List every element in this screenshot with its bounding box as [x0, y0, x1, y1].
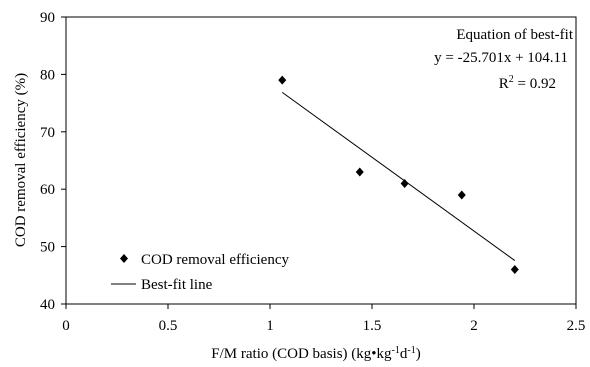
y-tick-label: 40: [40, 297, 55, 313]
equation-text: y = -25.701x + 104.11: [434, 50, 568, 66]
r-squared-superscript: 2: [509, 74, 514, 85]
x-tick-label: 2: [470, 318, 478, 334]
x-axis-title: F/M ratio (COD basis) (kg•kg-1d-1): [211, 345, 420, 363]
legend-diamond-marker: [120, 254, 128, 263]
equation-title: Equation of best-fit: [456, 27, 573, 43]
plot-area: [65, 16, 577, 305]
y-axis: 40 50 60 70 80 90: [40, 10, 66, 313]
x-axis: 0 0.5 1 1.5 2 2.5: [62, 304, 585, 334]
r-squared-symbol: R: [499, 76, 509, 92]
data-point: [457, 190, 466, 200]
x-tick-label: 0: [62, 318, 70, 334]
data-point: [355, 167, 364, 177]
legend-label-line: Best-fit line: [141, 277, 213, 293]
x-tick-label: 0.5: [159, 318, 178, 334]
y-tick-label: 80: [40, 67, 55, 83]
x-tick-label: 2.5: [567, 318, 586, 334]
legend-label-points: COD removal efficiency: [141, 252, 290, 268]
data-points: [278, 75, 519, 275]
data-point: [510, 265, 519, 275]
y-tick-label: 90: [40, 10, 55, 26]
y-axis-title: COD removal efficiency (%): [13, 73, 29, 247]
x-tick-label: 1.5: [363, 318, 382, 334]
y-tick-label: 70: [40, 125, 55, 141]
x-tick-label: 1: [266, 318, 274, 334]
r-squared: R2 = 0.92: [499, 74, 556, 92]
y-tick-label: 60: [40, 182, 55, 198]
data-point: [278, 75, 287, 85]
best-fit-line: [281, 91, 516, 261]
r-squared-value: = 0.92: [514, 76, 556, 92]
y-tick-label: 50: [40, 240, 55, 256]
legend: COD removal efficiency Best-fit line: [111, 252, 290, 293]
data-point: [400, 178, 409, 188]
